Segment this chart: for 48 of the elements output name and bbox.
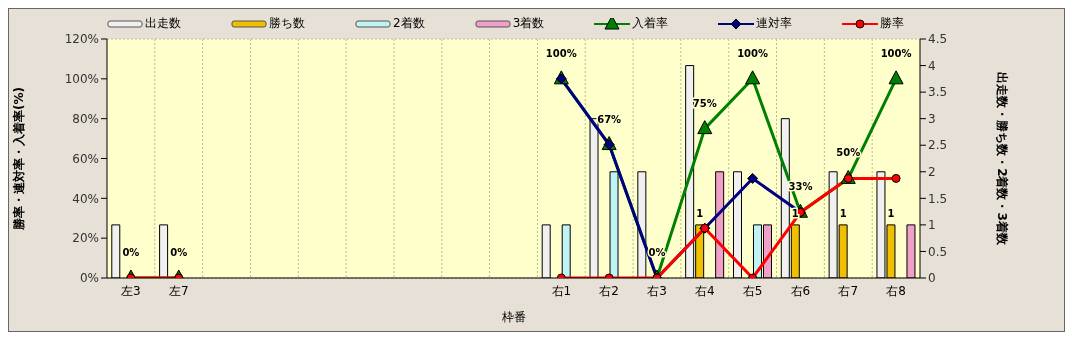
y2-tick-label: 4.5 [928, 32, 948, 47]
legend-label: 出走数 [145, 15, 181, 32]
y2-tick-label: 4 [928, 58, 936, 73]
data-label: 100% [737, 47, 769, 59]
data-label: 1 [696, 207, 704, 219]
x-tick-label: 右3 [647, 283, 667, 298]
data-label: 67% [597, 113, 622, 125]
legend-label: 入着率 [632, 15, 669, 32]
legend-label: 2着数 [393, 15, 425, 32]
y-tick-label: 100% [64, 72, 99, 87]
y2-tick-label: 0.5 [928, 244, 948, 259]
x-tick-label: 右8 [886, 283, 906, 298]
x-tick-label: 右2 [599, 283, 619, 298]
x-tick-label: 右6 [790, 283, 811, 298]
x-tick-label: 右4 [694, 283, 715, 298]
data-label: 0% [122, 247, 140, 258]
legend-label: 3着数 [512, 15, 545, 32]
y-axis-title: 勝率・連対率・入着率(%) [12, 87, 27, 231]
y2-tick-label: 3 [928, 111, 936, 126]
x-tick-label: 右5 [742, 283, 763, 298]
legend-label: 勝ち数 [269, 15, 305, 32]
y2-tick-label: 1.5 [928, 191, 948, 206]
x-tick-label: 左7 [168, 283, 189, 298]
y2-tick-label: 1 [928, 218, 936, 233]
x-tick-label: 左3 [121, 283, 141, 298]
data-label: 100% [880, 47, 912, 59]
data-label: 0% [170, 247, 188, 258]
x-tick-label: 右1 [551, 283, 572, 298]
y2-tick-label: 3.5 [928, 85, 948, 100]
data-label: 50% [836, 147, 861, 159]
y2-axis-title: 出走数・勝ち数・2着数・3着数 [994, 72, 1009, 246]
y-tick-label: 0% [79, 271, 99, 286]
data-label: 1 [887, 207, 895, 219]
legend-label: 勝率 [880, 15, 905, 32]
y-tick-label: 120% [64, 32, 99, 47]
y2-tick-label: 0 [928, 271, 936, 286]
y2-tick-label: 2 [928, 165, 936, 180]
y-tick-label: 60% [72, 151, 99, 166]
y-tick-label: 40% [72, 191, 99, 206]
y-tick-label: 20% [72, 231, 99, 246]
data-label: 1 [839, 207, 847, 219]
data-label: 100% [545, 47, 577, 59]
y-tick-label: 80% [72, 111, 99, 126]
legend-label: 連対率 [756, 15, 793, 32]
x-tick-label: 右7 [838, 283, 859, 298]
y2-tick-label: 2.5 [928, 138, 948, 153]
data-label: 1 [791, 207, 799, 219]
x-axis-title: 枠番 [500, 310, 526, 324]
